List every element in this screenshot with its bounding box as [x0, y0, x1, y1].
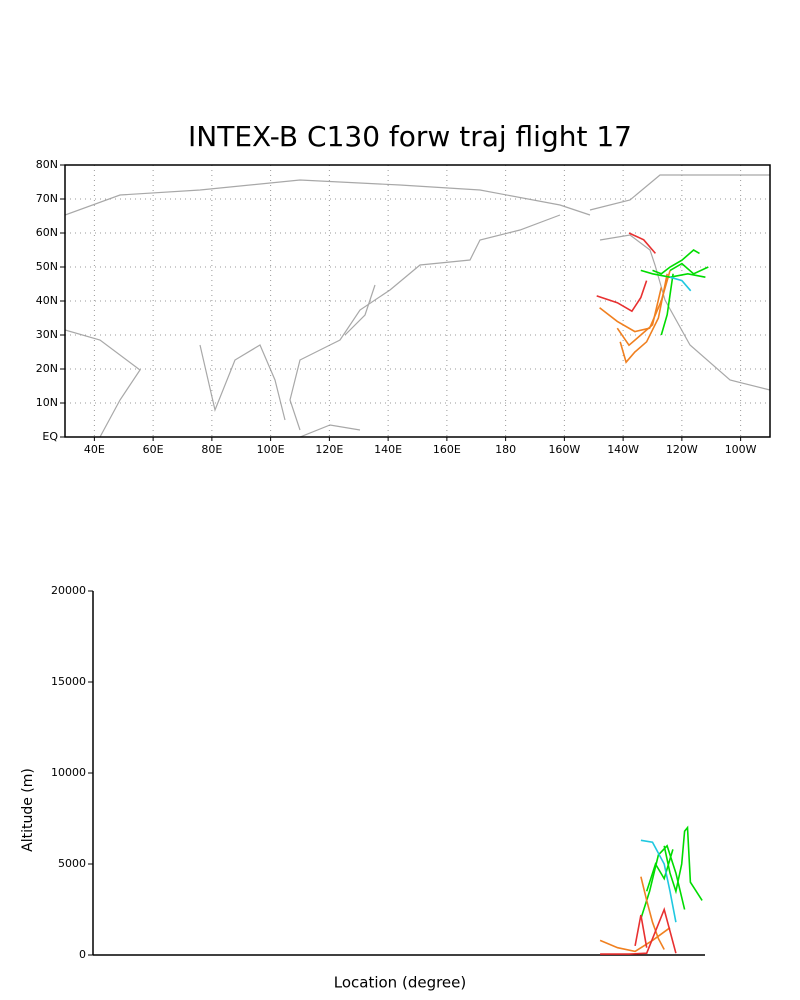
- y-tick-label: 0: [79, 948, 86, 961]
- y-tick-label: 10N: [36, 396, 58, 409]
- trajectory: [628, 232, 657, 254]
- x-tick-label: 100E: [257, 443, 285, 456]
- trajectory: [634, 914, 648, 948]
- trajectory: [600, 906, 677, 955]
- y-tick-label: 40N: [36, 294, 58, 307]
- trajectory: [652, 249, 700, 275]
- y-tick-label: 20N: [36, 362, 58, 375]
- trajectory: [645, 849, 674, 892]
- y-tick-label: 80N: [36, 158, 58, 171]
- y-tick-label: 60N: [36, 226, 58, 239]
- trajectory: [669, 276, 692, 292]
- x-tick-label: 120W: [666, 443, 698, 456]
- x-tick-label: 140E: [374, 443, 402, 456]
- y-tick-label: EQ: [42, 430, 58, 443]
- y-tick-label: 10000: [51, 766, 86, 779]
- x-tick-label: 80E: [201, 443, 222, 456]
- trajectories: [599, 825, 703, 955]
- x-tick-label: 120E: [315, 443, 343, 456]
- trajectory: [596, 280, 648, 313]
- x-tick-label: 160W: [548, 443, 580, 456]
- y-tick-label: 70N: [36, 192, 58, 205]
- y-tick-label: 30N: [36, 328, 58, 341]
- x-tick-label: 40E: [84, 443, 105, 456]
- x-tick-label: 180: [495, 443, 516, 456]
- trajectory: [640, 844, 686, 919]
- chart-title: INTEX-B C130 forw traj flight 17: [188, 120, 632, 153]
- trajectory: [619, 273, 668, 364]
- x-tick-label: 160E: [433, 443, 461, 456]
- trajectory: [660, 273, 674, 336]
- map-frame: [64, 164, 771, 438]
- y-tick-label: 5000: [58, 857, 86, 870]
- trajectories: [596, 232, 709, 364]
- x-tick-label: 100W: [725, 443, 757, 456]
- x-axis-title: Location (degree): [334, 974, 466, 992]
- trajectory: [616, 287, 663, 347]
- trajectory: [663, 825, 703, 901]
- y-tick-label: 50N: [36, 260, 58, 273]
- trajectory: [669, 262, 709, 275]
- coastlines: [65, 174, 770, 437]
- y-tick-label: 20000: [51, 584, 86, 597]
- y-tick-label: 15000: [51, 675, 86, 688]
- y-axis-title: Altitude (m): [20, 768, 36, 852]
- trajectory: [640, 876, 665, 950]
- x-tick-label: 60E: [143, 443, 164, 456]
- trajectory: [640, 839, 677, 923]
- x-tick-label: 140W: [607, 443, 639, 456]
